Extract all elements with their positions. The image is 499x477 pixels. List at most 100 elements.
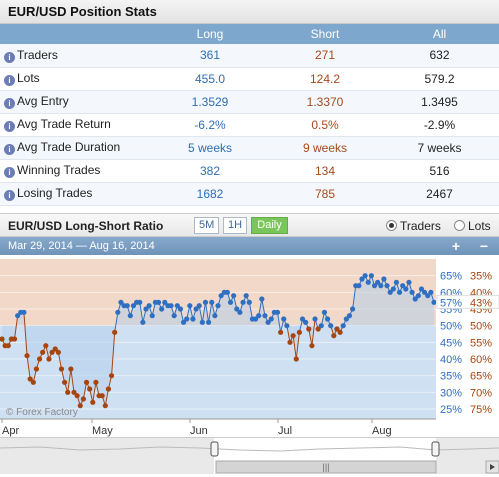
ratio-data-point xyxy=(68,366,74,372)
all-value: 516 xyxy=(380,159,499,183)
ratio-line-segment xyxy=(208,302,213,323)
ratio-data-point xyxy=(393,279,400,285)
ratio-data-point xyxy=(318,323,324,329)
ratio-data-point xyxy=(140,319,146,325)
ratio-data-point xyxy=(74,393,80,399)
short-value: 124.2 xyxy=(270,67,380,91)
ratio-data-point xyxy=(40,349,46,355)
ratio-line-segment xyxy=(292,335,297,360)
navigator-left-handle[interactable] xyxy=(210,441,219,457)
long-value: 382 xyxy=(150,159,270,183)
ratio-data-point xyxy=(36,356,43,362)
ratio-data-point xyxy=(409,289,415,295)
x-tick-label: Aug xyxy=(372,425,392,437)
ratio-data-point xyxy=(281,316,287,322)
ratio-data-point xyxy=(174,303,180,309)
ratio-data-point xyxy=(196,303,202,309)
row-label: Avg Entry xyxy=(17,94,69,108)
ratio-data-point xyxy=(127,313,133,319)
short-value: 1.3370 xyxy=(270,90,380,114)
ratio-data-point xyxy=(378,283,384,289)
stats-header-row: Long Short All xyxy=(0,24,499,44)
ratio-line-segment xyxy=(82,382,88,400)
ratio-data-point xyxy=(43,343,49,349)
ratio-data-point xyxy=(246,299,252,305)
timeframe-5m-button[interactable]: 5M xyxy=(194,217,219,234)
y-axis-panel xyxy=(436,259,499,419)
long-short-ratio-chart[interactable]: 65%60%55%50%45%40%35%30%25%35%40%45%50%5… xyxy=(0,255,499,437)
long-value: 361 xyxy=(150,44,270,68)
info-icon[interactable]: i xyxy=(4,190,15,201)
ratio-data-point xyxy=(350,306,356,312)
y-tick-long: 35% xyxy=(440,371,462,383)
ratio-data-point xyxy=(55,349,61,355)
header-long: Long xyxy=(150,24,270,44)
ratio-line-segment xyxy=(311,318,316,346)
ratio-data-point xyxy=(315,326,321,332)
ratio-data-point xyxy=(375,279,381,285)
ratio-data-point xyxy=(346,313,353,319)
ratio-data-point xyxy=(415,293,421,299)
ratio-data-point xyxy=(0,336,5,342)
info-icon[interactable]: i xyxy=(4,98,15,109)
long-value: -6.2% xyxy=(150,113,270,137)
ratio-data-point xyxy=(240,299,246,305)
ratio-line-segment xyxy=(198,305,203,323)
ratio-data-point xyxy=(337,329,343,335)
ratio-data-point xyxy=(234,306,240,312)
lots-radio-label: Lots xyxy=(468,219,491,233)
lots-radio[interactable]: Lots xyxy=(454,219,491,233)
info-icon[interactable]: i xyxy=(4,144,15,155)
position-stats-table: Long Short All i Traders 361 271 632 i Lot… xyxy=(0,24,499,206)
ratio-data-point xyxy=(105,386,112,392)
header-all: All xyxy=(380,24,499,44)
ratio-data-point xyxy=(290,333,296,339)
ratio-data-point xyxy=(359,276,365,282)
ratio-data-point xyxy=(278,329,284,335)
ratio-data-point xyxy=(199,319,205,325)
ratio-line-segment xyxy=(26,355,31,380)
zoom-out-button[interactable]: − xyxy=(479,238,489,254)
y-tick-long: 65% xyxy=(440,271,462,283)
traders-radio[interactable]: Traders xyxy=(386,219,441,233)
info-icon[interactable]: i xyxy=(4,51,15,63)
ratio-data-point xyxy=(400,283,406,289)
zoom-in-button[interactable]: + xyxy=(451,238,461,254)
ratio-data-point xyxy=(149,313,155,319)
ratio-data-point xyxy=(343,316,349,322)
ratio-line-segment xyxy=(201,302,206,323)
ratio-line-segment xyxy=(57,352,62,370)
info-icon[interactable]: i xyxy=(4,167,15,178)
ratio-line-segment xyxy=(286,325,291,343)
y-tick-long: 30% xyxy=(440,387,462,399)
y-tick-long: 50% xyxy=(440,321,462,333)
timeframe-daily-button[interactable]: Daily xyxy=(251,217,288,234)
info-icon[interactable]: i xyxy=(4,75,15,86)
y-tick-long: 45% xyxy=(440,337,462,349)
radio-unselected-icon xyxy=(454,220,465,231)
ratio-line-segment xyxy=(204,302,210,323)
ratio-data-point xyxy=(58,366,65,372)
short-value: 134 xyxy=(270,159,380,183)
row-label: Winning Trades xyxy=(17,163,101,177)
ratio-data-point xyxy=(15,313,21,319)
header-short: Short xyxy=(270,24,380,44)
ratio-data-point xyxy=(334,326,340,332)
chart-navigator: ||| xyxy=(0,437,499,474)
date-range-bar: Mar 29, 2014 — Aug 16, 2014 + − xyxy=(0,237,499,255)
ratio-data-point xyxy=(52,346,58,352)
ratio-data-point xyxy=(209,299,215,305)
navigator-unselected-left xyxy=(0,438,214,474)
all-value: -2.9% xyxy=(380,113,499,137)
ratio-data-point xyxy=(115,309,121,315)
timeframe-1h-button[interactable]: 1H xyxy=(223,217,247,234)
ratio-data-point xyxy=(77,403,83,409)
ratio-line-segment xyxy=(248,302,253,320)
ratio-data-point xyxy=(49,349,55,355)
ratio-data-point xyxy=(193,306,199,312)
navigator-right-handle[interactable] xyxy=(431,441,440,457)
all-value: 7 weeks xyxy=(380,136,499,160)
ratio-title: EUR/USD Long-Short Ratio xyxy=(8,219,164,233)
ratio-data-point xyxy=(159,306,165,312)
info-icon[interactable]: i xyxy=(4,121,15,132)
